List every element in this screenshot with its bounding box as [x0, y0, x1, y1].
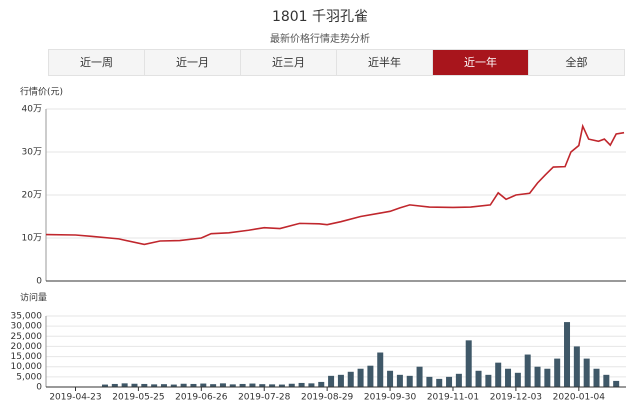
tab[interactable]: 近半年 [337, 50, 433, 75]
bar [613, 380, 620, 387]
x-tick-label: 2019-09-30 [364, 393, 417, 403]
y-tick-label: 30万 [22, 148, 42, 158]
y-tick-label: 30,000 [11, 322, 43, 332]
x-tick-label: 2019-06-26 [175, 393, 228, 403]
bar [190, 383, 197, 387]
bar [170, 384, 177, 387]
bar [573, 346, 580, 387]
bar [524, 354, 531, 387]
bar [298, 382, 305, 387]
x-tick-label: 2019-12-03 [490, 393, 542, 403]
y-axis-label: 访问量 [20, 292, 47, 304]
tab[interactable]: 近一年 [433, 50, 529, 75]
y-tick-label: 10万 [22, 234, 42, 244]
title: 1801 千羽孔雀 [271, 9, 369, 25]
bar [495, 362, 502, 387]
bar [111, 383, 118, 387]
x-tick-label: 2019-05-25 [112, 393, 164, 403]
bar [406, 375, 413, 387]
bar [308, 383, 315, 387]
x-tick-label: 2019-07-28 [238, 393, 291, 403]
tab-bar: 近一周 近一月 近三月 近半年 近一年 全部 [48, 49, 625, 76]
bar [229, 384, 236, 387]
bar [544, 368, 551, 387]
bar [101, 384, 108, 387]
bar [131, 383, 138, 387]
bar [416, 366, 423, 387]
bar [465, 340, 472, 387]
y-tick-label: 40万 [22, 105, 42, 115]
bar [121, 383, 128, 387]
y-tick-label: 35,000 [11, 312, 43, 322]
bar [249, 383, 256, 387]
bar [377, 352, 384, 387]
price-line [45, 123, 625, 246]
bar [318, 381, 325, 387]
y-tick-label: 15,000 [11, 352, 43, 362]
bar [485, 374, 492, 387]
bar [367, 365, 374, 387]
bar [505, 368, 512, 387]
bar [514, 372, 521, 387]
bar [151, 384, 158, 387]
bar [593, 368, 600, 387]
bar [141, 383, 148, 387]
bar [446, 376, 453, 387]
subtitle: 最新价格行情走势分析 [270, 34, 370, 45]
bar [603, 374, 610, 387]
bar [426, 376, 433, 387]
y-tick-label: 25,000 [11, 332, 43, 342]
x-tick-label: 2020-01-04 [553, 393, 606, 403]
bar [200, 383, 207, 387]
bar [180, 383, 187, 387]
y-axis-label: 行情价(元) [20, 86, 63, 98]
y-tick-label: 5,000 [16, 372, 42, 382]
y-tick-label: 0 [36, 277, 42, 287]
x-tick-label: 2019-11-01 [427, 393, 479, 403]
bar [387, 370, 394, 387]
y-tick-label: 10,000 [11, 362, 43, 372]
x-tick-label: 2019-04-23 [49, 393, 101, 403]
bar [357, 368, 364, 387]
bar [328, 375, 335, 387]
bar [554, 358, 561, 387]
bar [475, 370, 482, 387]
bar [288, 383, 295, 387]
bar [259, 384, 266, 387]
bar [583, 358, 590, 387]
bar [210, 384, 217, 387]
y-tick-label: 20,000 [11, 342, 43, 352]
bar [239, 383, 246, 387]
tab[interactable]: 全部 [565, 56, 588, 69]
x-tick-label: 2019-08-29 [301, 393, 354, 403]
bar [396, 374, 403, 387]
y-tick-label: 20万 [22, 191, 42, 201]
bar [534, 366, 541, 387]
bar [269, 384, 276, 387]
bar [337, 374, 344, 387]
bar [564, 322, 571, 387]
y-tick-label: 0 [36, 383, 42, 393]
bar [219, 383, 226, 387]
tab[interactable]: 近一月 [145, 50, 241, 75]
bar [455, 373, 462, 387]
bar [278, 384, 285, 387]
bar [436, 378, 443, 387]
tab[interactable]: 近三月 [241, 50, 337, 75]
tab[interactable]: 近一周 [49, 50, 145, 75]
bar [347, 371, 354, 387]
bar [160, 384, 167, 387]
